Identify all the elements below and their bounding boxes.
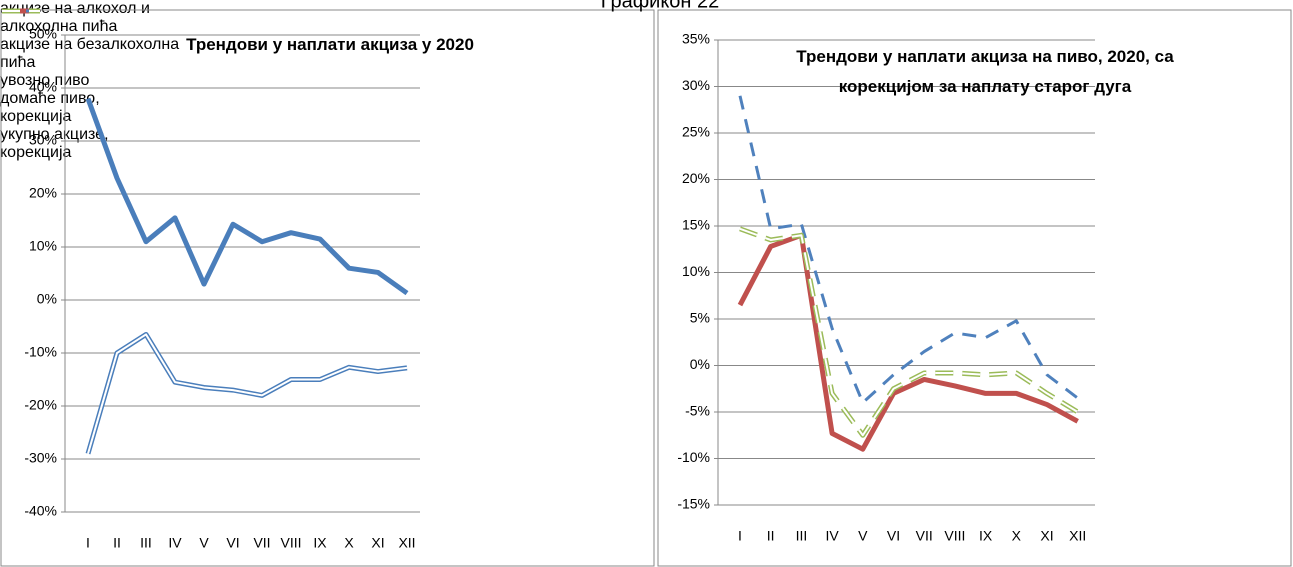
y-tick-label: 35% xyxy=(682,31,710,47)
series-line-inner xyxy=(87,333,408,454)
heading: Графикон 22 xyxy=(601,0,720,12)
legend-label: укупно акцизе, корекција xyxy=(0,126,109,161)
x-tick-label: II xyxy=(767,528,775,544)
x-tick-label: IV xyxy=(825,528,839,544)
x-tick-label: X xyxy=(344,535,354,551)
y-tick-label: 40% xyxy=(29,79,57,95)
y-tick-label: 10% xyxy=(682,263,710,279)
legend-label: увозно пиво xyxy=(0,72,90,89)
y-tick-label: 25% xyxy=(682,124,710,140)
legend-label: домаће пиво, корекција xyxy=(0,90,100,125)
legend-item: укупно акцизе, корекција xyxy=(0,8,170,162)
y-tick-label: -15% xyxy=(677,496,710,512)
x-tick-label: III xyxy=(140,535,152,551)
x-tick-label: I xyxy=(738,528,742,544)
x-tick-label: XI xyxy=(1040,528,1053,544)
y-tick-label: -40% xyxy=(24,503,57,519)
legend-label: акцизе на безалкохолна пића xyxy=(0,36,180,71)
legend-item: домаће пиво, корекција xyxy=(0,9,170,126)
series-line xyxy=(739,226,1079,438)
x-tick-label: XI xyxy=(371,535,384,551)
y-tick-label: 0% xyxy=(37,291,57,307)
x-tick-label: X xyxy=(1012,528,1022,544)
x-tick-label: VIII xyxy=(280,535,301,551)
y-tick-label: -20% xyxy=(24,397,57,413)
y-tick-label: -10% xyxy=(24,344,57,360)
x-tick-label: IX xyxy=(979,528,993,544)
x-tick-label: XII xyxy=(1069,528,1086,544)
y-tick-label: 15% xyxy=(682,217,710,233)
chart-title: Трендови у наплати акциза у 2020 xyxy=(186,35,474,54)
x-tick-label: VI xyxy=(226,535,239,551)
panel-border xyxy=(657,9,1292,567)
legend-swatch xyxy=(2,8,40,14)
x-tick-label: III xyxy=(796,528,808,544)
x-tick-label: IX xyxy=(313,535,327,551)
x-tick-label: V xyxy=(858,528,868,544)
y-tick-label: -5% xyxy=(685,403,710,419)
x-tick-label: XII xyxy=(398,535,415,551)
series-line xyxy=(85,97,409,296)
panel-border xyxy=(0,9,655,567)
series-line xyxy=(738,95,1079,405)
chart-title: Трендови у наплати акциза на пиво, 2020,… xyxy=(796,47,1174,96)
x-tick-label: IV xyxy=(168,535,182,551)
x-tick-label: V xyxy=(199,535,209,551)
y-tick-label: 0% xyxy=(690,356,710,372)
y-tick-label: 5% xyxy=(690,310,710,326)
y-tick-label: 50% xyxy=(29,26,57,42)
x-tick-label: I xyxy=(86,535,90,551)
y-tick-label: 30% xyxy=(682,77,710,93)
y-tick-label: -30% xyxy=(24,450,57,466)
series-line-inner xyxy=(739,227,1079,437)
y-tick-label: 20% xyxy=(29,185,57,201)
x-tick-label: VII xyxy=(253,535,270,551)
x-tick-label: II xyxy=(113,535,121,551)
y-tick-label: 10% xyxy=(29,238,57,254)
x-tick-label: VIII xyxy=(944,528,965,544)
x-tick-label: VII xyxy=(916,528,933,544)
y-tick-label: 20% xyxy=(682,170,710,186)
x-tick-label: VI xyxy=(887,528,900,544)
series-line xyxy=(85,331,408,455)
y-tick-label: 30% xyxy=(29,132,57,148)
y-tick-label: -10% xyxy=(677,449,710,465)
